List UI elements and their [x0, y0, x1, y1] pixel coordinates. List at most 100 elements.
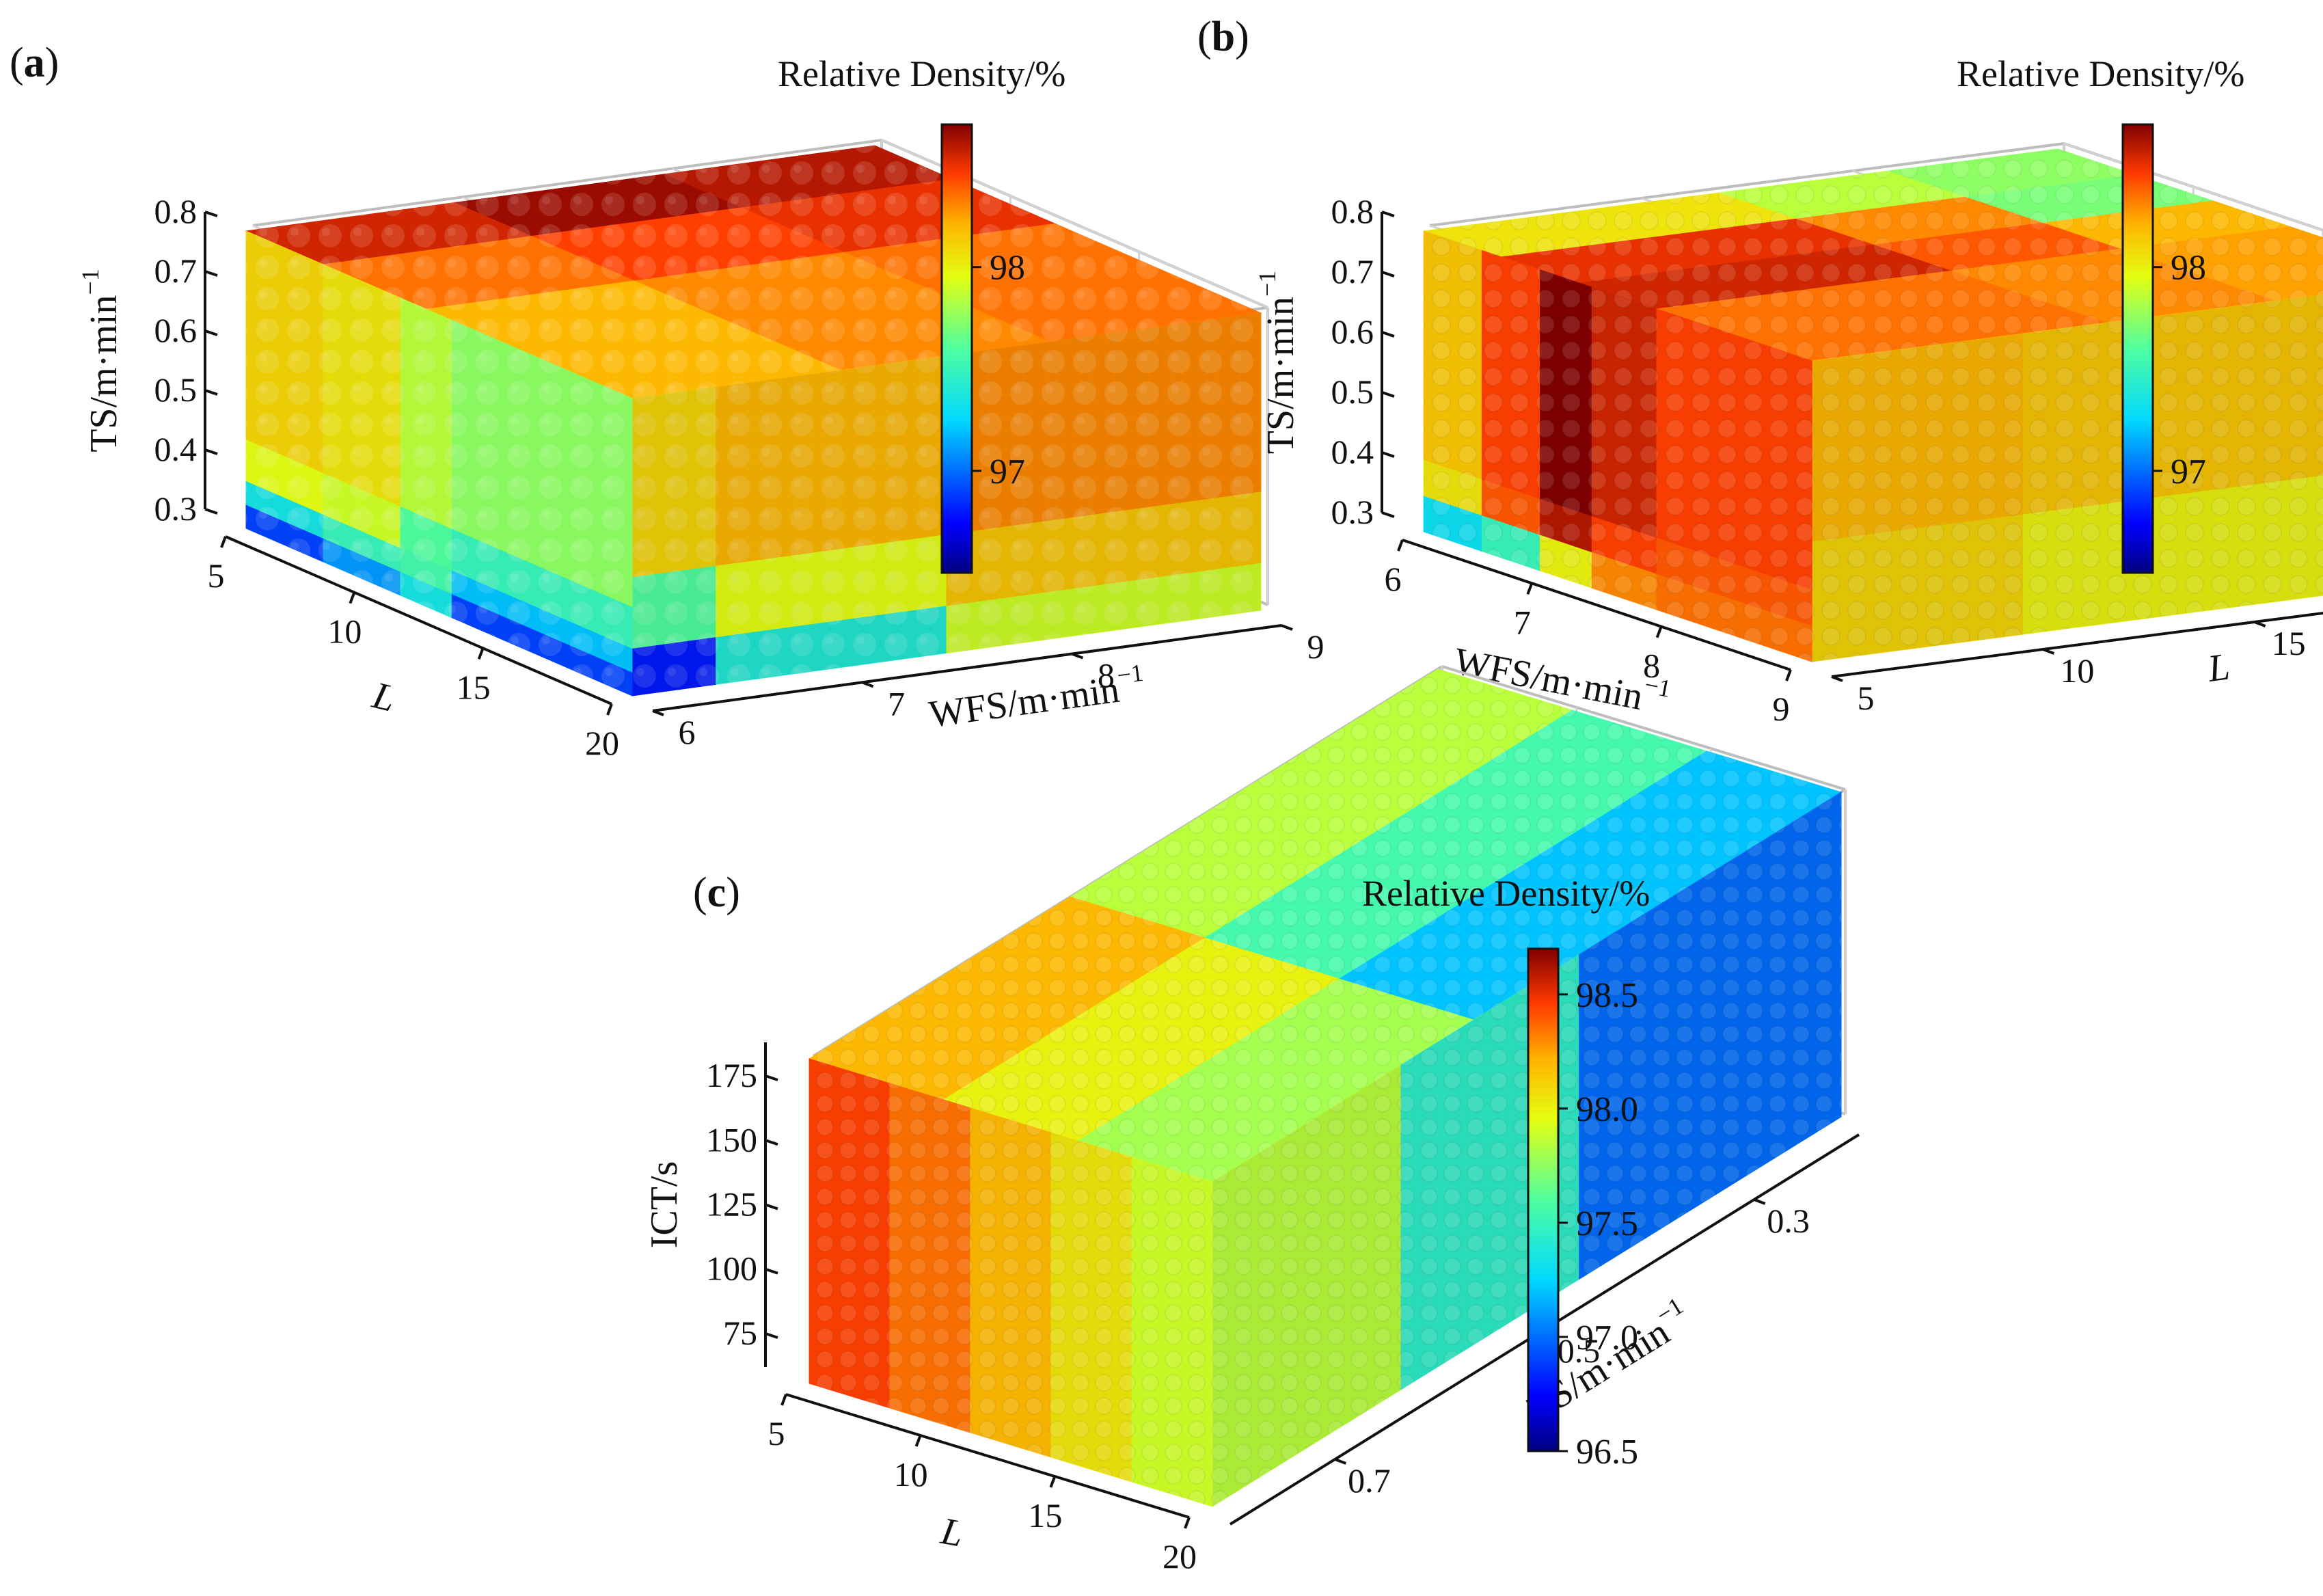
- panel-c-colorbar-tick-label: 96.5: [1576, 1433, 1638, 1472]
- panel-b-y-axis-title: L: [2205, 645, 2232, 690]
- panel-b: 678951015200.30.40.50.60.70.8WFS/m·min−1…: [1197, 14, 2323, 728]
- panel-c-colorbar-gradient: [1527, 947, 1560, 1452]
- panel-c-x-axis: [785, 1393, 1190, 1519]
- panel-c-colorbar-tick-label: 97.0: [1576, 1318, 1638, 1357]
- panel-c-x-tick-label: 20: [1163, 1537, 1197, 1575]
- panel-a-z-tick-label: 0.5: [154, 370, 198, 409]
- panel-a-y-tick-label: 7: [888, 684, 905, 722]
- panel-a-x-tick: [606, 703, 613, 716]
- panel-c-x-tick: [914, 1435, 922, 1447]
- panel-c-z-tick-label: 75: [723, 1314, 757, 1352]
- panel-c-x-tick: [1184, 1517, 1191, 1529]
- panel-a-z-tick-label: 0.7: [154, 252, 198, 290]
- panel-b-y-tick-label: 5: [1858, 679, 1875, 717]
- panel-c-y-tick-label: 0.7: [1348, 1461, 1391, 1500]
- panel-a-box-edge: [252, 139, 882, 227]
- panel-a-top-marker-texture: [246, 146, 1261, 398]
- panel-b-side-shade: [1812, 295, 2323, 662]
- panel-b-z-tick: [1381, 391, 1395, 398]
- panel-c-z-tick-label: 100: [706, 1249, 757, 1288]
- panel-c-y-tick-label: 0.3: [1767, 1202, 1810, 1240]
- panel-a-z-tick: [204, 448, 218, 455]
- panel-c-z-tick-label: 175: [706, 1056, 757, 1094]
- panel-a-y-tick-label: 6: [679, 713, 696, 751]
- panel-a-colorbar-tick-label: 98: [990, 249, 1025, 288]
- panel-a-y-tick: [1071, 652, 1084, 660]
- panel-b-z-tick-label: 0.7: [1331, 252, 1374, 290]
- panel-b-z-tick: [1381, 511, 1395, 518]
- panel-c-faces: [808, 668, 1843, 1507]
- panel-c-colorbar-title: Relative Density/%: [1362, 873, 1650, 914]
- panel-c-y-tick: [1753, 1198, 1766, 1205]
- panel-b-y-tick-label: 10: [2060, 651, 2094, 690]
- panel-b-z-tick-label: 0.8: [1331, 192, 1374, 230]
- panel-c-z-tick-label: 150: [706, 1120, 757, 1159]
- panel-b-x-tick: [1526, 582, 1534, 595]
- panel-b-x-tick-label: 7: [1514, 603, 1531, 641]
- panel-c-top-marker-texture: [809, 669, 1841, 1182]
- panel-b-x-tick-label: 6: [1385, 560, 1402, 598]
- panel-b-side-marker-texture: [1812, 295, 2323, 662]
- panel-b-x-tick: [1785, 669, 1792, 681]
- panel-c-z-tick-label: 125: [706, 1185, 757, 1223]
- panel-b-z-tick: [1381, 451, 1395, 458]
- panel-b-z-tick-label: 0.5: [1331, 373, 1374, 411]
- panel-c-x-tick-label: 5: [768, 1414, 785, 1452]
- panel-b-x-axis-title-exp: −1: [1642, 671, 1673, 703]
- panel-b-x-tick: [1397, 539, 1404, 552]
- panel-b-x-tick-label: 9: [1773, 690, 1790, 728]
- panel-a-x-tick-label: 10: [327, 612, 362, 651]
- panel-a-x-tick: [477, 647, 485, 660]
- panel-a-z-axis-title-exp: −1: [77, 269, 104, 295]
- panel-c-colorbar-tick-label: 98.0: [1576, 1090, 1638, 1129]
- panel-c-y-tick: [1334, 1458, 1347, 1465]
- panel-a-y-tick: [652, 709, 664, 716]
- panel-a-z-tick: [204, 270, 218, 277]
- panel-b-box-edge: [1429, 142, 2065, 227]
- panel-c-colorbar-tick-label: 97.5: [1576, 1204, 1638, 1243]
- panel-c-z-tick: [765, 1267, 778, 1275]
- panel-b-z-tick: [1381, 211, 1395, 217]
- panel-a-letter: a: [24, 40, 45, 86]
- panel-b-z-tick: [1381, 331, 1395, 338]
- panel-c-side-marker-texture: [1212, 792, 1841, 1506]
- panel-a-x-tick-label: 20: [585, 724, 619, 762]
- panel-c-x-tick: [780, 1394, 787, 1406]
- panel-c-label: (c): [693, 869, 740, 916]
- panel-a-y-tick-label: 9: [1307, 627, 1324, 666]
- panel-c-x-tick-label: 10: [894, 1455, 928, 1493]
- panel-b-y-tick: [2253, 621, 2266, 627]
- panel-a-x-tick: [220, 536, 227, 548]
- panel-a-front-marker-texture: [246, 231, 632, 696]
- panel-b-colorbar-title: Relative Density/%: [1957, 53, 2244, 94]
- panel-b-y-tick-label: 15: [2272, 624, 2306, 662]
- panel-a-x-tick-label: 15: [457, 668, 491, 706]
- panel-a-y-tick: [1281, 624, 1293, 631]
- panel-c-colorbar-tick-label: 98.5: [1576, 976, 1638, 1015]
- panel-b-x-tick: [1655, 625, 1663, 638]
- panel-b-front-marker-texture: [1424, 231, 1812, 662]
- panel-a-z-tick-label: 0.8: [154, 192, 198, 230]
- panel-b-z-axis-title-exp: −1: [1253, 271, 1281, 297]
- panel-b-colorbar-tick-label: 98: [2171, 249, 2206, 288]
- panel-a-y-axis: [652, 624, 1282, 712]
- panel-a-z-tick: [204, 211, 218, 217]
- panel-b-colorbar-gradient: [2121, 123, 2154, 574]
- panel-a-x-tick-label: 5: [208, 556, 225, 595]
- panel-a-z-tick: [204, 329, 218, 336]
- panel-a-x-axis: [225, 535, 612, 705]
- panel-c-x-axis-title: L: [937, 1510, 966, 1556]
- panel-a-colorbar-gradient: [940, 123, 973, 574]
- panel-a-x-axis-title: L: [368, 674, 399, 720]
- panel-b-label: (b): [1197, 14, 1249, 60]
- panel-a-x-tick: [349, 591, 356, 604]
- panel-c-x-tick-label: 15: [1028, 1496, 1062, 1534]
- panel-b-z-tick-label: 0.3: [1331, 493, 1374, 531]
- panel-a-z-tick-label: 0.3: [154, 489, 198, 528]
- panel-b-x-tick-label: 8: [1643, 647, 1660, 685]
- panel-c-x-tick: [1049, 1476, 1057, 1488]
- panel-b-y-tick: [2042, 648, 2055, 655]
- panel-c-side-shade: [1212, 792, 1841, 1506]
- panel-c-z-tick: [765, 1074, 778, 1081]
- panel-c-z-tick: [765, 1139, 778, 1146]
